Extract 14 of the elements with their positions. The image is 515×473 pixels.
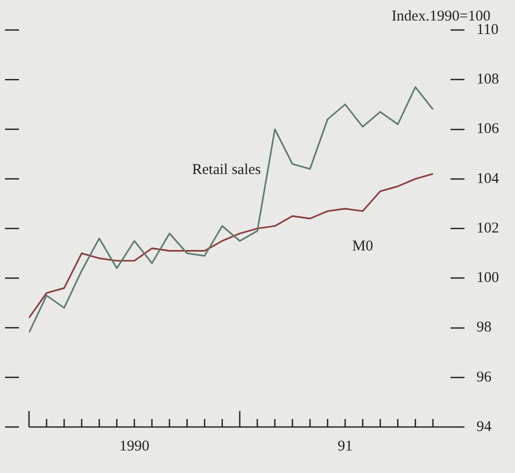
x-tick-label: 91 bbox=[338, 438, 353, 454]
y-axis-title: Index.1990=100 bbox=[392, 8, 490, 24]
y-tick-label: 98 bbox=[476, 320, 492, 336]
x-tick-label: 1990 bbox=[119, 438, 150, 454]
series-label: Retail sales bbox=[192, 162, 262, 178]
y-tick-label: 94 bbox=[476, 418, 492, 435]
y-tick-label: 106 bbox=[476, 121, 500, 138]
y-tick-label: 108 bbox=[476, 72, 499, 88]
series-label: M0 bbox=[352, 238, 374, 255]
y-tick-label: 100 bbox=[476, 270, 499, 286]
y-tick-label: 104 bbox=[476, 170, 500, 187]
y-tick-label: 110 bbox=[476, 22, 498, 38]
y-tick-label: 102 bbox=[476, 220, 499, 236]
y-tick-label: 96 bbox=[476, 369, 492, 386]
